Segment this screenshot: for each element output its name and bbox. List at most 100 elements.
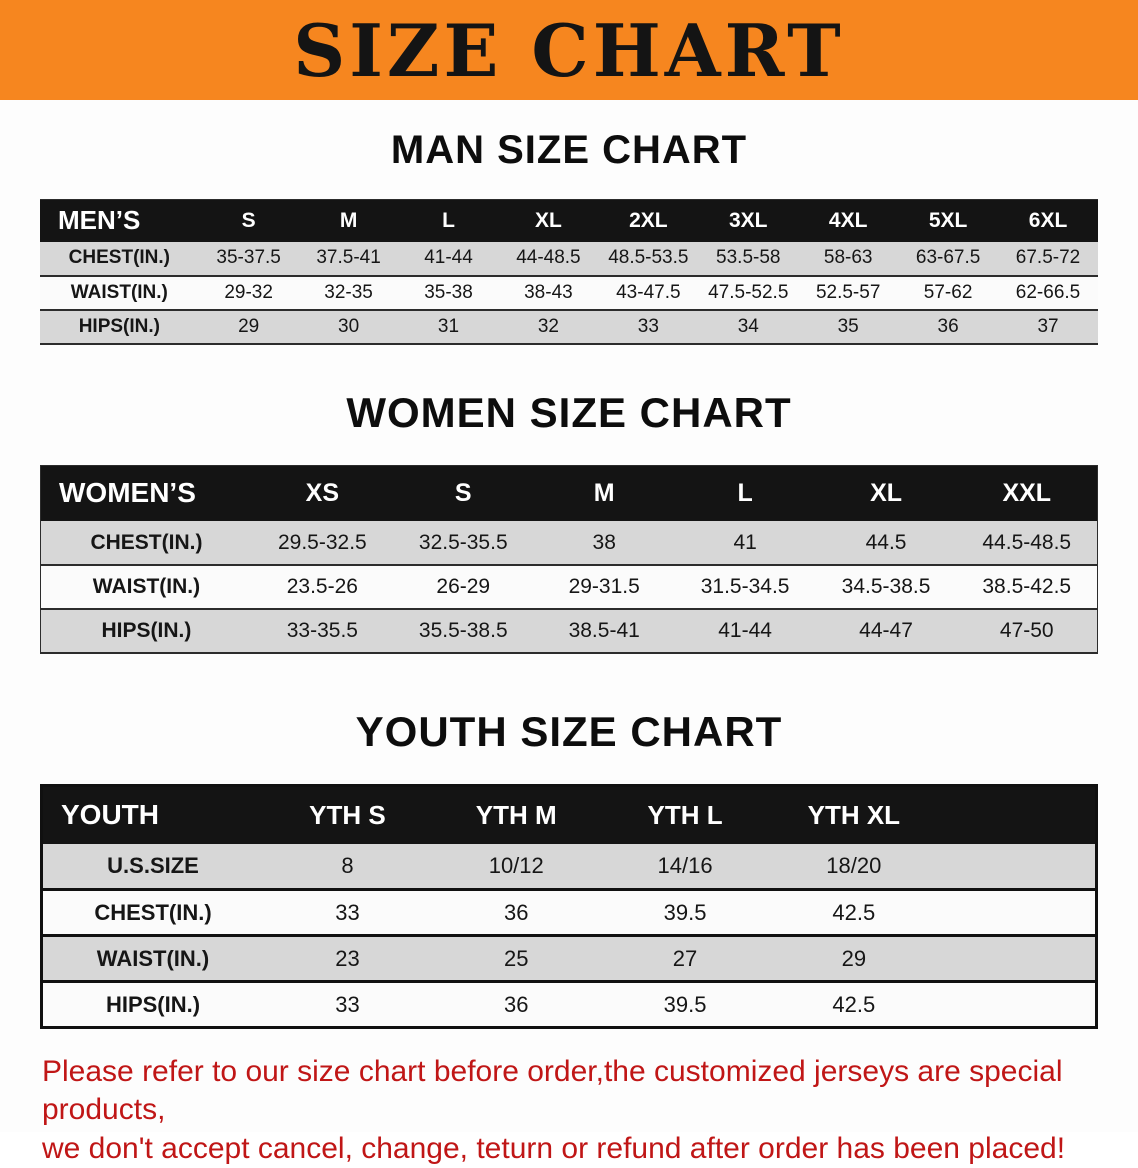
size-value-cell: 31 (437, 315, 460, 337)
size-value-cell: 67.5-72 (1015, 247, 1081, 268)
size-column-header: 5XL (898, 199, 999, 242)
size-value-cell: 35-37.5 (216, 247, 281, 268)
size-value-cell: 27 (672, 945, 698, 971)
size-value-cell: 29.5-32.5 (277, 530, 367, 554)
spacer-cell (938, 936, 1096, 982)
size-value-cell: 57-62 (923, 281, 973, 303)
table-row: WAIST(IN.) 29-32 32-35 35-38 38-43 43-47.5 47.… (40, 275, 1098, 310)
size-value-cell: 33 (335, 899, 360, 925)
table-row: WAIST(IN.) 23 25 27 29 (41, 935, 1097, 982)
size-value-cell: 62-66.5 (1015, 281, 1081, 303)
banner: SIZE CHART (0, 0, 1138, 100)
size-value-cell: 36 (937, 315, 959, 337)
size-value-cell: 35-38 (424, 281, 473, 303)
spacer-cell (938, 890, 1096, 936)
size-value-cell: 29-31.5 (568, 575, 640, 598)
size-value-cell: 53.5-58 (716, 247, 781, 268)
size-column-header: 2XL (598, 199, 699, 242)
size-value-cell: 25 (504, 945, 529, 971)
size-value-cell: 34 (737, 315, 759, 337)
size-value-cell: 36 (504, 991, 529, 1017)
size-column-header: M (533, 465, 675, 521)
size-column-header: L (674, 465, 816, 521)
spacer-cell (938, 844, 1096, 890)
order-notice-line: Please refer to our size chart before or… (42, 1055, 1063, 1127)
size-value-cell: 30 (338, 315, 360, 337)
table-row: WAIST(IN.) 23.5-26 26-29 29-31.5 31.5-34.5 34… (40, 565, 1098, 609)
size-value-cell: 35 (837, 315, 859, 337)
row-label: WAIST(IN.) (92, 575, 201, 598)
size-value-cell: 29 (841, 945, 867, 971)
size-value-cell: 18/20 (826, 852, 882, 878)
men-size-table: MEN’S S M L XL 2XL 3XL 4XL 5XL 6XL CHEST(IN.) 35-37… (40, 199, 1098, 345)
size-value-cell: 33 (335, 991, 360, 1017)
row-label: HIPS(IN.) (78, 315, 160, 337)
table-header-row: YOUTH YTH S YTH M YTH L YTH XL (41, 785, 1097, 844)
size-value-cell: 37 (1037, 315, 1059, 337)
size-column-header: XXL (956, 465, 1098, 521)
row-label: WAIST(IN.) (96, 945, 210, 971)
size-column-header: L (398, 199, 499, 242)
youth-size-table: YOUTH YTH S YTH M YTH L YTH XL U.S.SIZE 8 10/12… (40, 784, 1098, 1029)
order-notice-line: we don't accept cancel, change, teturn o… (42, 1131, 1066, 1165)
size-column-header: XL (498, 199, 599, 242)
row-label: CHEST(IN.) (94, 899, 212, 925)
row-label: HIPS(IN.) (105, 991, 201, 1017)
size-value-cell: 44.5-48.5 (982, 530, 1072, 554)
table-corner-label: WOMEN’S (40, 465, 252, 521)
row-label: U.S.SIZE (107, 852, 199, 878)
size-value-cell: 35.5-38.5 (418, 619, 508, 642)
size-value-cell: 52.5-57 (815, 281, 881, 303)
banner-title: SIZE CHART (293, 7, 845, 93)
row-label: CHEST(IN.) (68, 247, 170, 268)
size-value-cell: 63-67.5 (915, 247, 981, 268)
size-column-header: YTH S (263, 785, 432, 844)
size-column-header: XL (815, 465, 957, 521)
size-value-cell: 43-47.5 (616, 281, 681, 303)
size-value-cell: 39.5 (663, 899, 707, 925)
spacer-cell (938, 785, 1097, 844)
men-section-title: MAN SIZE CHART (390, 128, 748, 172)
size-value-cell: 41-44 (718, 619, 772, 642)
size-column-header: YTH L (600, 785, 770, 844)
size-column-header: S (198, 199, 299, 242)
size-value-cell: 32-35 (324, 281, 373, 303)
size-value-cell: 14/16 (657, 852, 713, 878)
table-row: CHEST(IN.) 33 36 39.5 42.5 (41, 889, 1097, 936)
size-column-header: 4XL (798, 199, 899, 242)
size-value-cell: 31.5-34.5 (700, 575, 790, 598)
size-value-cell: 37.5-41 (316, 247, 381, 268)
table-row: HIPS(IN.) 29 30 31 32 33 34 35 36 37 (40, 309, 1098, 344)
size-value-cell: 41 (733, 530, 757, 554)
size-value-cell: 44.5 (865, 530, 907, 554)
size-value-cell: 8 (341, 852, 354, 878)
row-label: CHEST(IN.) (90, 530, 203, 554)
size-column-header: 3XL (698, 199, 799, 242)
women-section-title: WOMEN SIZE CHART (346, 388, 792, 436)
size-value-cell: 48.5-53.5 (608, 247, 689, 268)
size-value-cell: 29 (238, 315, 260, 337)
size-value-cell: 26-29 (436, 575, 491, 598)
size-value-cell: 33-35.5 (286, 619, 358, 642)
size-value-cell: 10/12 (488, 852, 544, 878)
size-value-cell: 32.5-35.5 (418, 530, 508, 554)
size-value-cell: 38.5-42.5 (982, 575, 1072, 598)
size-value-cell: 42.5 (832, 899, 876, 925)
size-value-cell: 29-32 (224, 281, 273, 303)
size-column-header: 6XL (998, 199, 1098, 242)
table-row: HIPS(IN.) 33-35.5 35.5-38.5 38.5-41 41-44 44-… (40, 609, 1098, 653)
size-value-cell: 34.5-38.5 (841, 575, 931, 598)
table-corner-label: MEN’S (40, 199, 199, 242)
size-value-cell: 33 (637, 315, 659, 337)
size-value-cell: 23.5-26 (286, 575, 358, 598)
size-value-cell: 38.5-41 (568, 619, 640, 642)
size-value-cell: 44-48.5 (516, 247, 581, 268)
table-row: U.S.SIZE 8 10/12 14/16 18/20 (41, 843, 1097, 890)
size-value-cell: 41-44 (424, 247, 473, 268)
size-value-cell: 42.5 (832, 991, 876, 1017)
size-value-cell: 23 (335, 945, 360, 971)
size-value-cell: 47.5-52.5 (708, 281, 789, 303)
size-value-cell: 47-50 (999, 619, 1054, 642)
size-value-cell: 38 (592, 530, 616, 554)
size-column-header: XS (251, 465, 393, 521)
